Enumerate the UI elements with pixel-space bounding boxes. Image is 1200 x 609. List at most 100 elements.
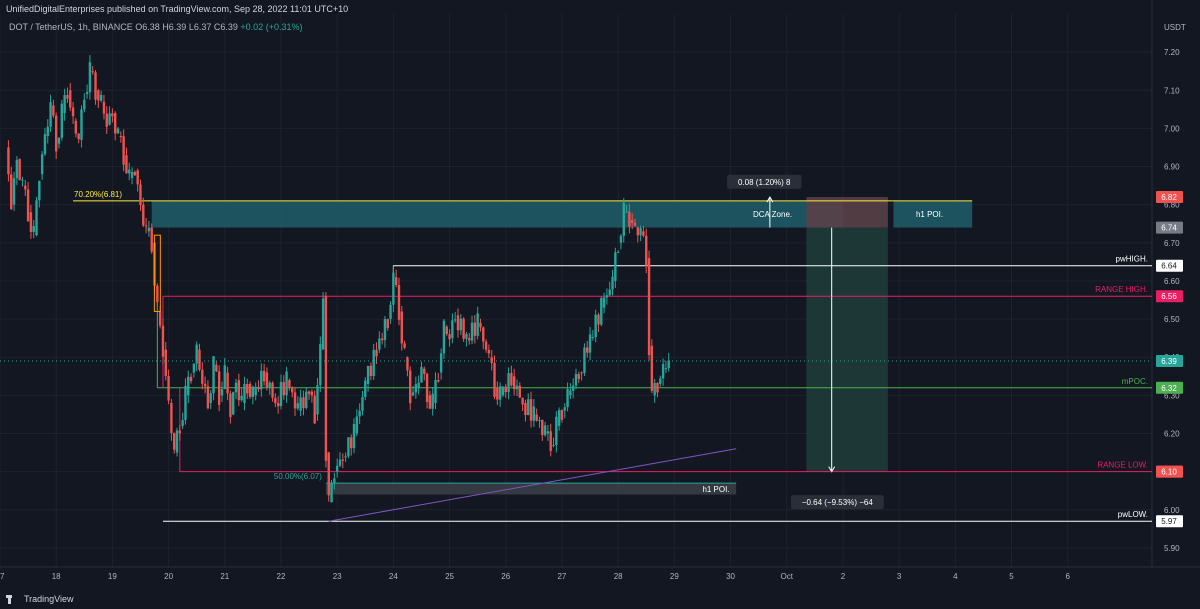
candle-body bbox=[527, 399, 530, 416]
candle-body bbox=[358, 410, 361, 417]
candle-body bbox=[319, 344, 322, 386]
candle-body bbox=[490, 357, 493, 363]
candle-body bbox=[57, 137, 61, 144]
candle-body bbox=[608, 289, 611, 296]
candle-body bbox=[170, 403, 173, 434]
candle-body bbox=[97, 90, 100, 101]
candle-body bbox=[217, 371, 221, 405]
time-tick-label: 17 bbox=[0, 572, 5, 581]
candle-body bbox=[563, 407, 566, 411]
trendline bbox=[328, 448, 737, 522]
candle-body bbox=[74, 120, 78, 134]
candle-body bbox=[400, 311, 403, 344]
candle-body bbox=[546, 431, 550, 434]
candle-body bbox=[614, 252, 617, 281]
candle-body bbox=[276, 403, 280, 407]
candle-body bbox=[501, 386, 505, 396]
candle-body bbox=[88, 62, 92, 93]
candle-body bbox=[223, 365, 226, 390]
candle-body bbox=[49, 102, 52, 127]
candle-body bbox=[43, 134, 47, 155]
candle-body bbox=[462, 318, 465, 339]
candle-body bbox=[403, 343, 406, 348]
candle-body bbox=[344, 456, 347, 458]
candle-body bbox=[473, 322, 477, 336]
price-tag-label: 5.97 bbox=[1161, 517, 1177, 526]
candle-body bbox=[60, 103, 64, 138]
candle-body bbox=[192, 363, 196, 373]
candle-body bbox=[602, 297, 606, 308]
candle-body bbox=[203, 383, 207, 387]
candle-body bbox=[198, 349, 201, 370]
candle-body bbox=[538, 419, 541, 421]
time-tick-label: 19 bbox=[108, 572, 117, 581]
candle-body bbox=[271, 382, 274, 398]
time-tick-label: Oct bbox=[781, 572, 794, 581]
candle-body bbox=[451, 320, 454, 339]
price-tick-label: 5.90 bbox=[1164, 544, 1180, 553]
candle-body bbox=[633, 222, 637, 226]
candle-body bbox=[628, 211, 631, 227]
measure-label-bg bbox=[727, 174, 802, 189]
candle-body bbox=[38, 180, 41, 201]
price-tag-label: 6.74 bbox=[1161, 224, 1177, 233]
candle-body bbox=[291, 388, 294, 393]
highlight-candle bbox=[153, 234, 161, 312]
candle-body bbox=[600, 298, 603, 325]
price-tick-label: 7.20 bbox=[1164, 48, 1180, 57]
candle-body bbox=[619, 235, 623, 243]
symbol-name[interactable]: DOT / TetherUS, 1h, BINANCE bbox=[9, 22, 133, 32]
candle-body bbox=[437, 379, 440, 382]
price-axis[interactable]: USDT7.207.107.006.906.806.706.606.506.40… bbox=[1156, 23, 1186, 553]
fib-label: 50.00%(6.07) bbox=[274, 472, 322, 481]
candle-body bbox=[15, 159, 19, 179]
candle-body bbox=[119, 136, 123, 138]
candle-body bbox=[414, 384, 418, 393]
time-tick-label: 20 bbox=[164, 572, 173, 581]
candle-body bbox=[380, 338, 384, 341]
candle-body bbox=[583, 347, 586, 373]
price-tag-label: 6.82 bbox=[1161, 193, 1177, 202]
candle-body bbox=[465, 334, 468, 339]
price-tick-label: 6.00 bbox=[1164, 506, 1180, 515]
ohlc-close: C6.39 bbox=[213, 22, 238, 32]
chart-grid bbox=[0, 0, 1200, 568]
candle-body bbox=[642, 231, 645, 236]
tradingview-logo-icon bbox=[6, 594, 20, 604]
price-tick-label: 6.60 bbox=[1164, 277, 1180, 286]
chart-overlays: 0.08 (1.20%) 8 −0.64 (−9.53%) −64 bbox=[0, 174, 1152, 522]
candle-body bbox=[232, 392, 235, 415]
candle-body bbox=[293, 392, 297, 409]
candle-body bbox=[150, 227, 153, 252]
candle-body bbox=[130, 171, 134, 178]
candle-body bbox=[420, 366, 423, 383]
price-tick-label: 6.50 bbox=[1164, 315, 1180, 324]
candle-body bbox=[262, 370, 266, 382]
candle-body bbox=[215, 364, 218, 372]
candle-body bbox=[7, 147, 10, 175]
candle-body bbox=[254, 386, 257, 396]
price-tag bbox=[1156, 355, 1183, 368]
candle-body bbox=[268, 382, 271, 388]
candle-body bbox=[409, 370, 412, 404]
price-tag bbox=[1156, 465, 1183, 478]
candle-body bbox=[234, 382, 238, 393]
candle-body bbox=[586, 347, 589, 353]
candle-body bbox=[310, 391, 314, 396]
candle-body bbox=[52, 105, 55, 116]
time-axis[interactable]: 1718192021222324252627282930Oct23456 bbox=[0, 572, 1070, 581]
candle-body bbox=[144, 225, 148, 227]
chart-zones: DCA Zone. h1 POI. h1 POI. bbox=[151, 197, 973, 495]
candle-body bbox=[482, 327, 485, 342]
candle-body bbox=[108, 113, 111, 125]
candle-body bbox=[375, 349, 378, 357]
candle-body bbox=[532, 406, 536, 421]
candle-body bbox=[397, 285, 401, 320]
candle-body bbox=[588, 334, 592, 353]
footer-brand[interactable]: TradingView bbox=[6, 594, 74, 604]
candle-body bbox=[389, 304, 392, 320]
candle-body bbox=[158, 311, 162, 326]
time-tick-label: 30 bbox=[726, 572, 735, 581]
candle-body bbox=[29, 212, 33, 233]
